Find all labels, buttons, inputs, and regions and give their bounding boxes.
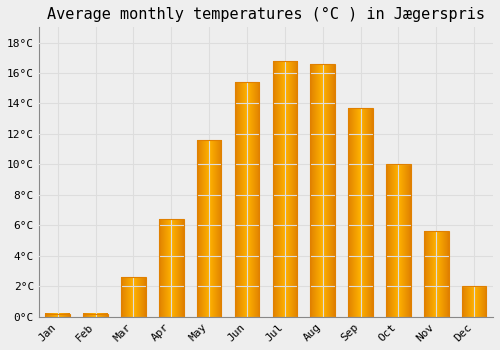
Bar: [84, 314, 108, 317]
Bar: [159, 219, 184, 317]
Bar: [386, 164, 410, 317]
Title: Average monthly temperatures (°C ) in Jægerspris: Average monthly temperatures (°C ) in Jæ…: [47, 7, 485, 22]
Bar: [272, 61, 297, 317]
Bar: [121, 277, 146, 317]
Bar: [462, 286, 486, 317]
Bar: [234, 82, 260, 317]
Bar: [310, 64, 335, 317]
Bar: [424, 231, 448, 317]
Bar: [197, 140, 222, 317]
Bar: [46, 314, 70, 317]
Bar: [348, 108, 373, 317]
